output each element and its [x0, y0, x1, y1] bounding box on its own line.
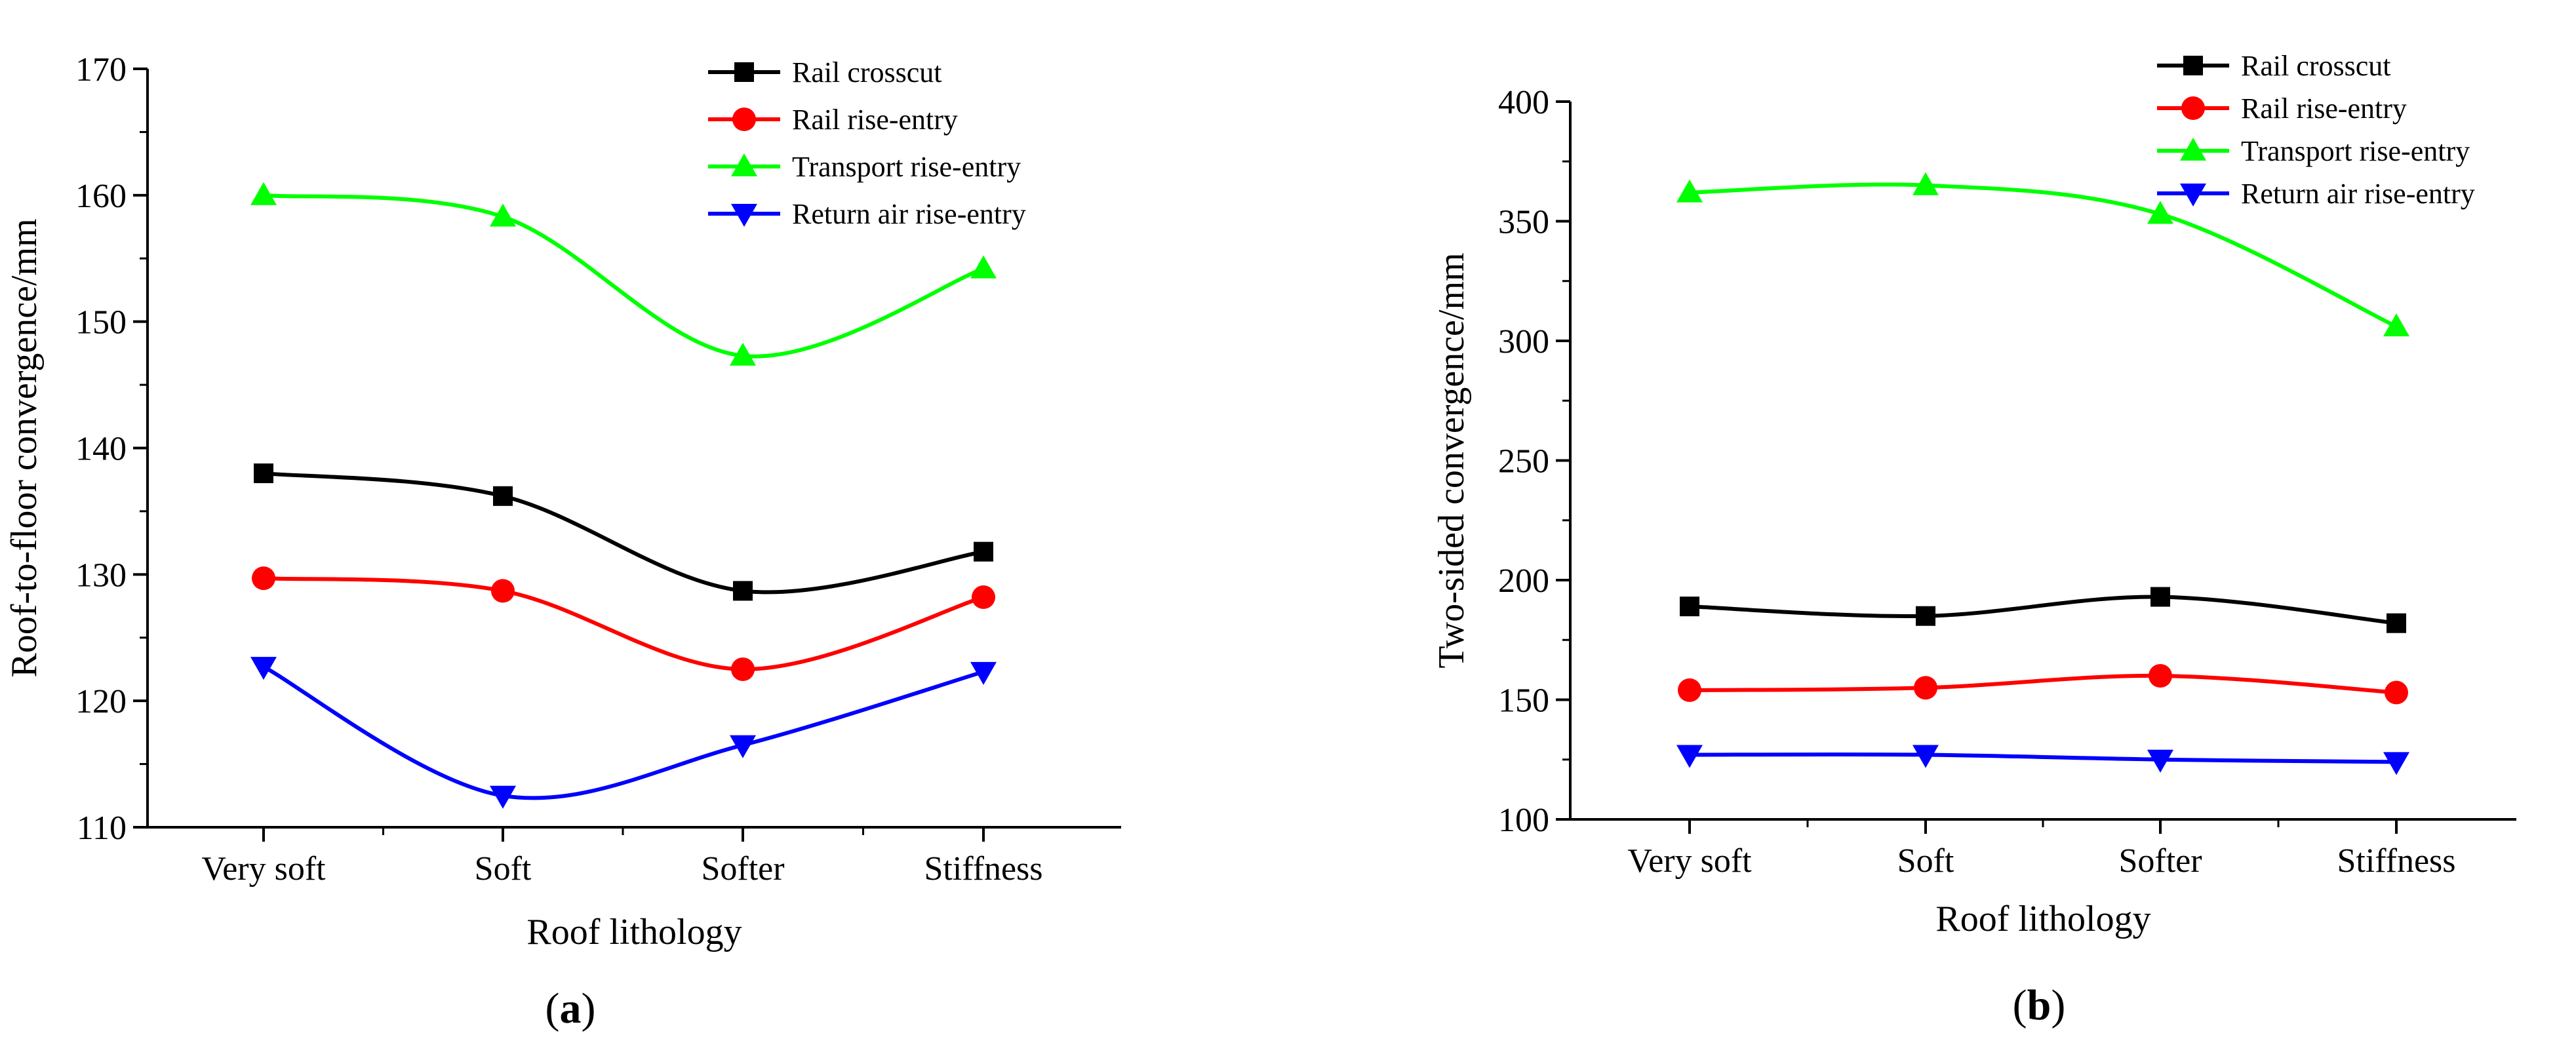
y-tick-label: 170: [75, 51, 127, 88]
data-point: [2385, 680, 2408, 705]
data-point: [491, 579, 515, 603]
x-tick-label: Stiffness: [2337, 842, 2455, 880]
data-point: [2383, 313, 2409, 337]
legend-marker: [731, 204, 757, 227]
legend-entry: Rail rise-entry: [792, 104, 958, 136]
panel-caption: (a): [545, 985, 596, 1032]
legend-marker: [2181, 96, 2205, 120]
series-line: [1689, 752, 2397, 764]
series-line: [263, 471, 984, 595]
y-tick-label: 100: [1498, 802, 1549, 839]
y-tick-label: 130: [75, 557, 127, 594]
legend-entry: Return air rise-entry: [792, 198, 1026, 230]
legend-marker: [2180, 138, 2206, 161]
data-point: [1678, 678, 1701, 702]
panel-a: 110 120 130 140 150 160 170 Very soft Soft Softer…: [4, 51, 1121, 1032]
panel-caption-letter: a: [560, 985, 582, 1032]
legend-marker: [2180, 184, 2206, 206]
legend-entry: Rail rise-entry: [2241, 92, 2407, 125]
data-point: [731, 657, 755, 681]
x-tick-label: Soft: [475, 850, 532, 888]
y-tick-label: 120: [75, 683, 127, 720]
data-point: [254, 463, 273, 484]
legend-marker: [734, 62, 754, 82]
x-tick-label: Very soft: [201, 850, 326, 888]
legend-entry: Rail crosscut: [2241, 50, 2391, 82]
x-tick-label: Softer: [2118, 842, 2202, 880]
panel-b: 100 150 200 250 300 350 400 Very soft Soft Softer…: [1431, 50, 2516, 1029]
legend-marker: [731, 153, 757, 176]
data-point: [970, 255, 997, 279]
data-point: [730, 735, 756, 758]
data-point: [2383, 752, 2409, 775]
series-line: [1689, 182, 2398, 328]
y-tick-label: 160: [75, 178, 127, 215]
series-line: [1689, 595, 2397, 625]
data-point: [974, 541, 993, 562]
x-tick-label: Soft: [1897, 842, 1954, 880]
data-point: [1914, 676, 1937, 700]
data-point: [970, 661, 997, 685]
data-point: [490, 203, 516, 227]
panel-caption: (b): [2013, 981, 2066, 1029]
x-tick-label: Very soft: [1627, 842, 1752, 880]
data-point: [2387, 613, 2406, 633]
legend-entry: Transport rise-entry: [2241, 135, 2470, 167]
legend-entry: Return air rise-entry: [2241, 178, 2475, 210]
data-point: [1916, 606, 1935, 626]
data-point: [1676, 179, 1703, 203]
data-point: [972, 585, 995, 610]
data-point: [2147, 749, 2173, 773]
data-point: [730, 342, 756, 366]
x-tick-label: Softer: [701, 850, 784, 888]
y-tick-label: 140: [75, 431, 127, 468]
y-tick-label: 300: [1498, 323, 1549, 361]
x-tick-label: Stiffness: [924, 850, 1042, 888]
data-point: [1676, 745, 1703, 768]
y-tick-label: 350: [1498, 204, 1549, 241]
data-point: [490, 785, 516, 809]
y-tick-label: 150: [1498, 682, 1549, 720]
y-tick-label: 200: [1498, 562, 1549, 600]
data-point: [2150, 587, 2170, 607]
y-tick-label: 110: [77, 810, 127, 847]
panel-caption-letter: b: [2027, 981, 2051, 1029]
data-point: [1912, 172, 1939, 195]
legend-marker: [732, 108, 756, 131]
series-line: [263, 576, 984, 671]
y-axis-title: Roof-to-floor convergence/mm: [4, 218, 45, 677]
x-axis-title: Roof lithology: [1935, 899, 2150, 939]
series-line: [263, 193, 985, 359]
legend-entry: Rail crosscut: [792, 56, 942, 88]
x-axis-title: Roof lithology: [526, 912, 742, 952]
data-point: [493, 486, 513, 506]
data-point: [1680, 597, 1699, 617]
data-point: [733, 581, 753, 601]
series-line: [262, 665, 984, 800]
legend-marker: [2183, 56, 2203, 75]
y-tick-label: 150: [75, 304, 127, 342]
series-line: [1689, 673, 2397, 695]
y-tick-label: 400: [1498, 84, 1549, 121]
y-axis-title: Two-sided convergence/mm: [1431, 252, 1472, 668]
data-point: [252, 566, 275, 591]
legend-entry: Transport rise-entry: [792, 151, 1021, 183]
data-point: [1912, 745, 1939, 768]
data-point: [250, 657, 277, 680]
data-point: [2149, 664, 2172, 688]
data-point: [250, 182, 277, 205]
y-tick-label: 250: [1498, 443, 1549, 480]
data-point: [2147, 201, 2173, 224]
